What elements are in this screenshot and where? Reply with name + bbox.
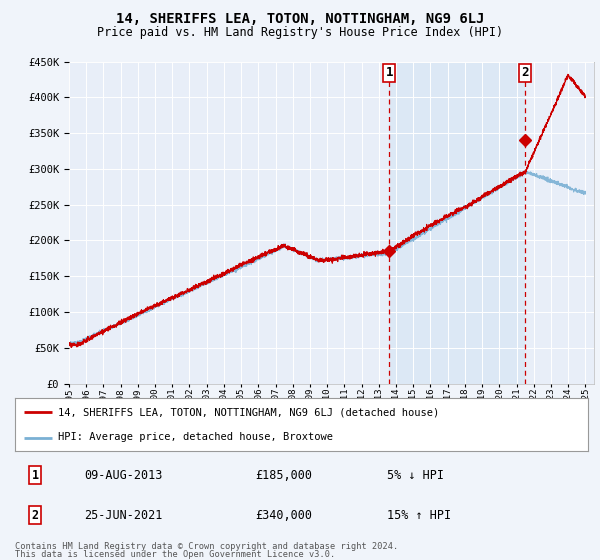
Text: £185,000: £185,000 — [256, 469, 313, 482]
Text: 25-JUN-2021: 25-JUN-2021 — [84, 509, 162, 522]
Text: 5% ↓ HPI: 5% ↓ HPI — [388, 469, 445, 482]
Bar — [389, 62, 525, 384]
Text: 1: 1 — [385, 67, 393, 80]
Text: 15% ↑ HPI: 15% ↑ HPI — [388, 509, 452, 522]
Text: 09-AUG-2013: 09-AUG-2013 — [84, 469, 162, 482]
Text: Contains HM Land Registry data © Crown copyright and database right 2024.: Contains HM Land Registry data © Crown c… — [15, 542, 398, 550]
Text: 2: 2 — [31, 509, 38, 522]
Text: Price paid vs. HM Land Registry's House Price Index (HPI): Price paid vs. HM Land Registry's House … — [97, 26, 503, 39]
Text: 2: 2 — [521, 67, 529, 80]
Text: 14, SHERIFFS LEA, TOTON, NOTTINGHAM, NG9 6LJ (detached house): 14, SHERIFFS LEA, TOTON, NOTTINGHAM, NG9… — [58, 408, 439, 418]
Text: 1: 1 — [31, 469, 38, 482]
Text: HPI: Average price, detached house, Broxtowe: HPI: Average price, detached house, Brox… — [58, 432, 333, 442]
Text: £340,000: £340,000 — [256, 509, 313, 522]
Text: 14, SHERIFFS LEA, TOTON, NOTTINGHAM, NG9 6LJ: 14, SHERIFFS LEA, TOTON, NOTTINGHAM, NG9… — [116, 12, 484, 26]
Text: This data is licensed under the Open Government Licence v3.0.: This data is licensed under the Open Gov… — [15, 550, 335, 559]
